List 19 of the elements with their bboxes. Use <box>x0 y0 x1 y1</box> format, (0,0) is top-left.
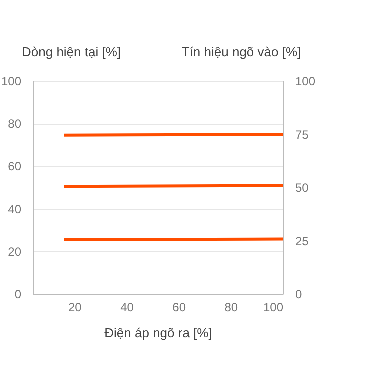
y2-tick-label: 50 <box>296 181 310 195</box>
y2-axis-title: Tín hiệu ngõ vào [%] <box>182 44 302 60</box>
y-tick-label: 60 <box>8 160 22 174</box>
x-tick-label: 40 <box>120 300 134 314</box>
y2-tick-label: 75 <box>296 128 310 142</box>
x-axis-title: Điện áp ngõ ra [%] <box>104 326 212 340</box>
y-axis-title: Dòng hiện tại [%] <box>22 44 122 60</box>
y-tick-label: 0 <box>14 288 22 302</box>
y2-tick-label: 25 <box>296 234 310 248</box>
y-tick-label: 100 <box>1 74 22 88</box>
x-tick-label: 60 <box>172 300 186 314</box>
x-tick-label: 80 <box>224 300 238 314</box>
x-tick-label: 20 <box>68 300 82 314</box>
y2-tick-label: 100 <box>296 74 316 88</box>
y2-tick-label: 0 <box>296 288 302 302</box>
y-tick-label: 20 <box>8 244 22 259</box>
y-tick-label: 80 <box>8 117 22 132</box>
y-tick-label: 40 <box>8 202 22 216</box>
x-tick-label: 100 <box>263 300 284 314</box>
